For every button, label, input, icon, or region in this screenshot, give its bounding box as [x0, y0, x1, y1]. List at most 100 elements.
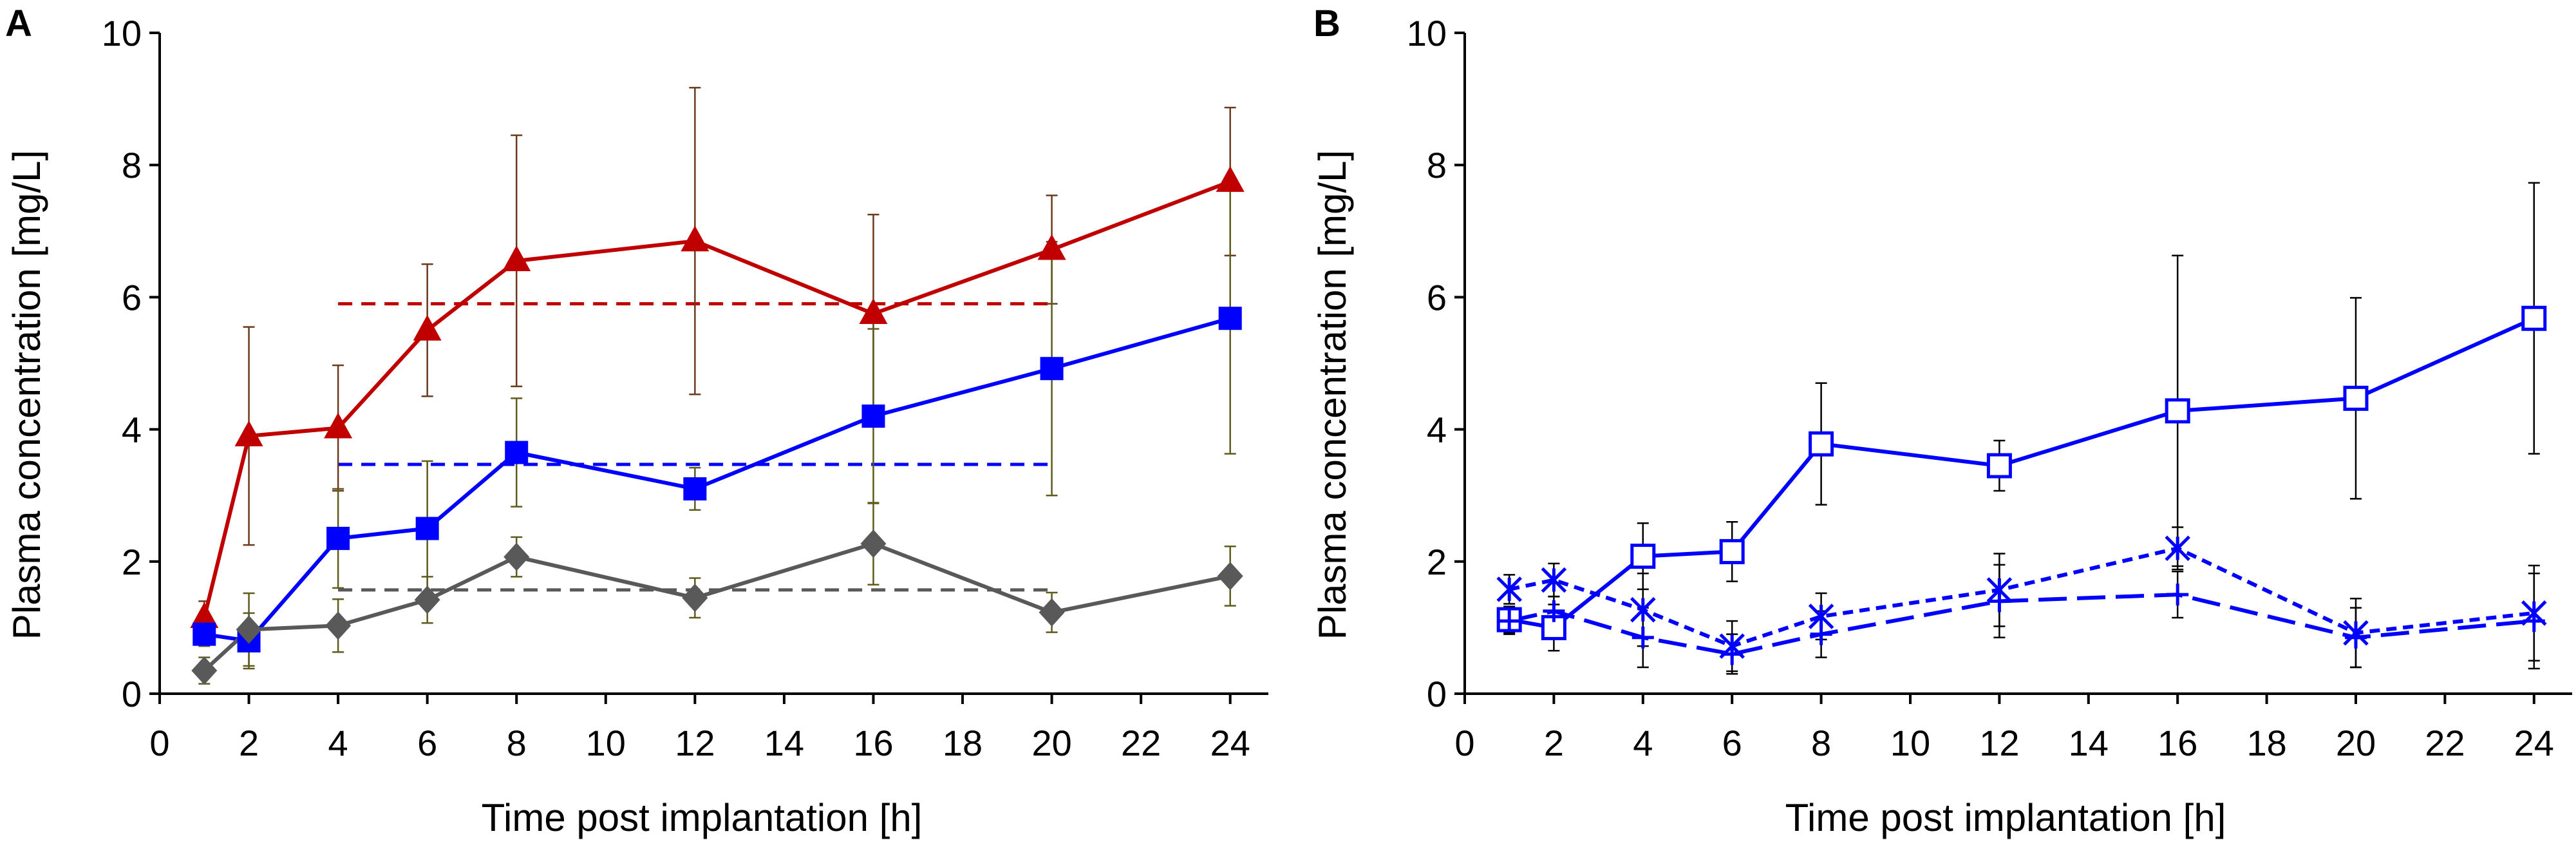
x-tick-label: 24 — [2514, 723, 2554, 763]
y-tick-label: 0 — [122, 674, 142, 714]
x-tick-label: 16 — [2158, 723, 2197, 763]
panel-a-series-lines — [202, 180, 1231, 672]
panel-b-y-axis-title: Plasma concentration [mg/L] — [1311, 150, 1354, 640]
data-point-gray-diamond — [236, 615, 262, 644]
x-tick-label: 0 — [149, 723, 169, 763]
series-line-blue-plus-dashed — [1509, 593, 2535, 656]
data-point-gray-diamond — [860, 529, 887, 558]
data-point-blue-square — [326, 526, 350, 550]
data-point-blue-square — [415, 517, 439, 540]
data-point-gray-diamond — [414, 585, 440, 614]
panel-b-series-lines — [1509, 316, 2535, 656]
data-point-red-triangle — [1216, 166, 1245, 192]
x-tick-label: 16 — [853, 723, 893, 763]
x-tick-label: 12 — [1979, 723, 2019, 763]
x-tick-label: 20 — [2336, 723, 2376, 763]
panel-b-markers — [1496, 305, 2547, 665]
x-tick-label: 24 — [1210, 723, 1250, 763]
data-point-gray-diamond — [1039, 598, 1065, 627]
panel-a-letter: A — [5, 3, 32, 44]
panel-b-axes — [1463, 33, 2572, 695]
panel-a-error-bars — [198, 86, 1236, 685]
data-point-gray-diamond — [503, 542, 530, 571]
x-tick-label: 18 — [943, 723, 982, 763]
y-tick-label: 8 — [1427, 145, 1447, 186]
x-tick-label: 8 — [1811, 723, 1831, 763]
x-tick-label: 22 — [1121, 723, 1161, 763]
data-point-blue-square — [193, 622, 216, 646]
x-tick-label: 6 — [1722, 723, 1742, 763]
panel-a-axes — [158, 33, 1268, 695]
x-tick-label: 18 — [2246, 723, 2286, 763]
data-point-blue-open-square — [1719, 538, 1745, 564]
data-point-blue-square — [1040, 357, 1064, 381]
data-point-blue-square — [1218, 307, 1242, 330]
panel-a-y-axis-title: Plasma concentration [mg/L] — [5, 150, 48, 640]
data-point-blue-plus-dashed — [1498, 610, 1521, 633]
data-point-blue-open-square — [2521, 305, 2547, 331]
x-tick-label: 6 — [417, 723, 437, 763]
data-point-blue-square — [861, 404, 885, 428]
data-point-red-triangle — [502, 245, 531, 271]
data-point-blue-star-dotted — [1541, 567, 1567, 593]
y-tick-label: 10 — [1407, 13, 1447, 53]
series-line-blue-star-dotted — [1509, 546, 2535, 649]
data-point-blue-open-square — [1809, 431, 1834, 457]
panel-b-letter: B — [1313, 3, 1340, 44]
data-point-blue-square — [683, 477, 707, 500]
x-tick-label: 14 — [764, 723, 804, 763]
x-tick-label: 14 — [2069, 723, 2109, 763]
x-tick-label: 10 — [1890, 723, 1930, 763]
data-point-red-triangle — [234, 420, 263, 446]
data-point-blue-plus-dashed — [2167, 584, 2189, 606]
data-point-blue-open-square — [2343, 385, 2369, 411]
data-point-gray-diamond — [1217, 562, 1243, 591]
y-tick-label: 4 — [122, 410, 142, 450]
data-point-blue-plus-dashed — [2345, 626, 2367, 649]
x-tick-label: 12 — [675, 723, 715, 763]
data-point-red-triangle — [681, 225, 710, 252]
data-point-gray-diamond — [682, 584, 708, 613]
series-line-gray-diamond — [203, 542, 1231, 672]
x-tick-label: 4 — [1633, 723, 1653, 763]
y-tick-label: 6 — [1427, 277, 1447, 318]
data-point-red-triangle — [1037, 234, 1066, 260]
x-tick-label: 22 — [2425, 723, 2465, 763]
data-point-gray-diamond — [325, 611, 352, 640]
data-point-blue-star-dotted — [1630, 596, 1656, 623]
y-tick-label: 8 — [122, 145, 142, 186]
data-point-gray-diamond — [191, 656, 218, 685]
data-point-blue-plus-dashed — [1988, 590, 2011, 613]
y-tick-label: 4 — [1427, 410, 1447, 450]
data-point-blue-plus-dashed — [1810, 623, 1832, 645]
x-tick-label: 20 — [1031, 723, 1071, 763]
data-point-blue-open-square — [2165, 398, 2190, 424]
data-point-blue-open-square — [1630, 544, 1656, 569]
x-tick-label: 2 — [239, 723, 259, 763]
panel-a-x-axis-title: Time post implantation [h] — [482, 796, 923, 839]
x-tick-label: 4 — [328, 723, 348, 763]
x-tick-label: 0 — [1454, 723, 1474, 763]
y-tick-label: 2 — [122, 542, 142, 582]
data-point-blue-star-dotted — [1496, 576, 1522, 602]
data-point-red-triangle — [190, 602, 219, 629]
y-tick-label: 2 — [1427, 542, 1447, 582]
data-point-blue-square — [505, 441, 529, 464]
data-point-blue-plus-dashed — [1631, 626, 1654, 649]
data-point-red-triangle — [324, 412, 353, 439]
x-tick-label: 2 — [1544, 723, 1564, 763]
y-tick-label: 6 — [122, 277, 142, 318]
data-point-red-triangle — [859, 298, 888, 325]
data-point-blue-open-square — [1986, 453, 2012, 479]
x-tick-label: 10 — [586, 723, 626, 763]
y-tick-label: 0 — [1427, 674, 1447, 714]
data-point-blue-star-dotted — [2165, 535, 2190, 562]
data-point-blue-plus-dashed — [2523, 610, 2545, 633]
x-tick-label: 8 — [507, 723, 527, 763]
data-point-blue-plus-dashed — [1721, 643, 1744, 665]
